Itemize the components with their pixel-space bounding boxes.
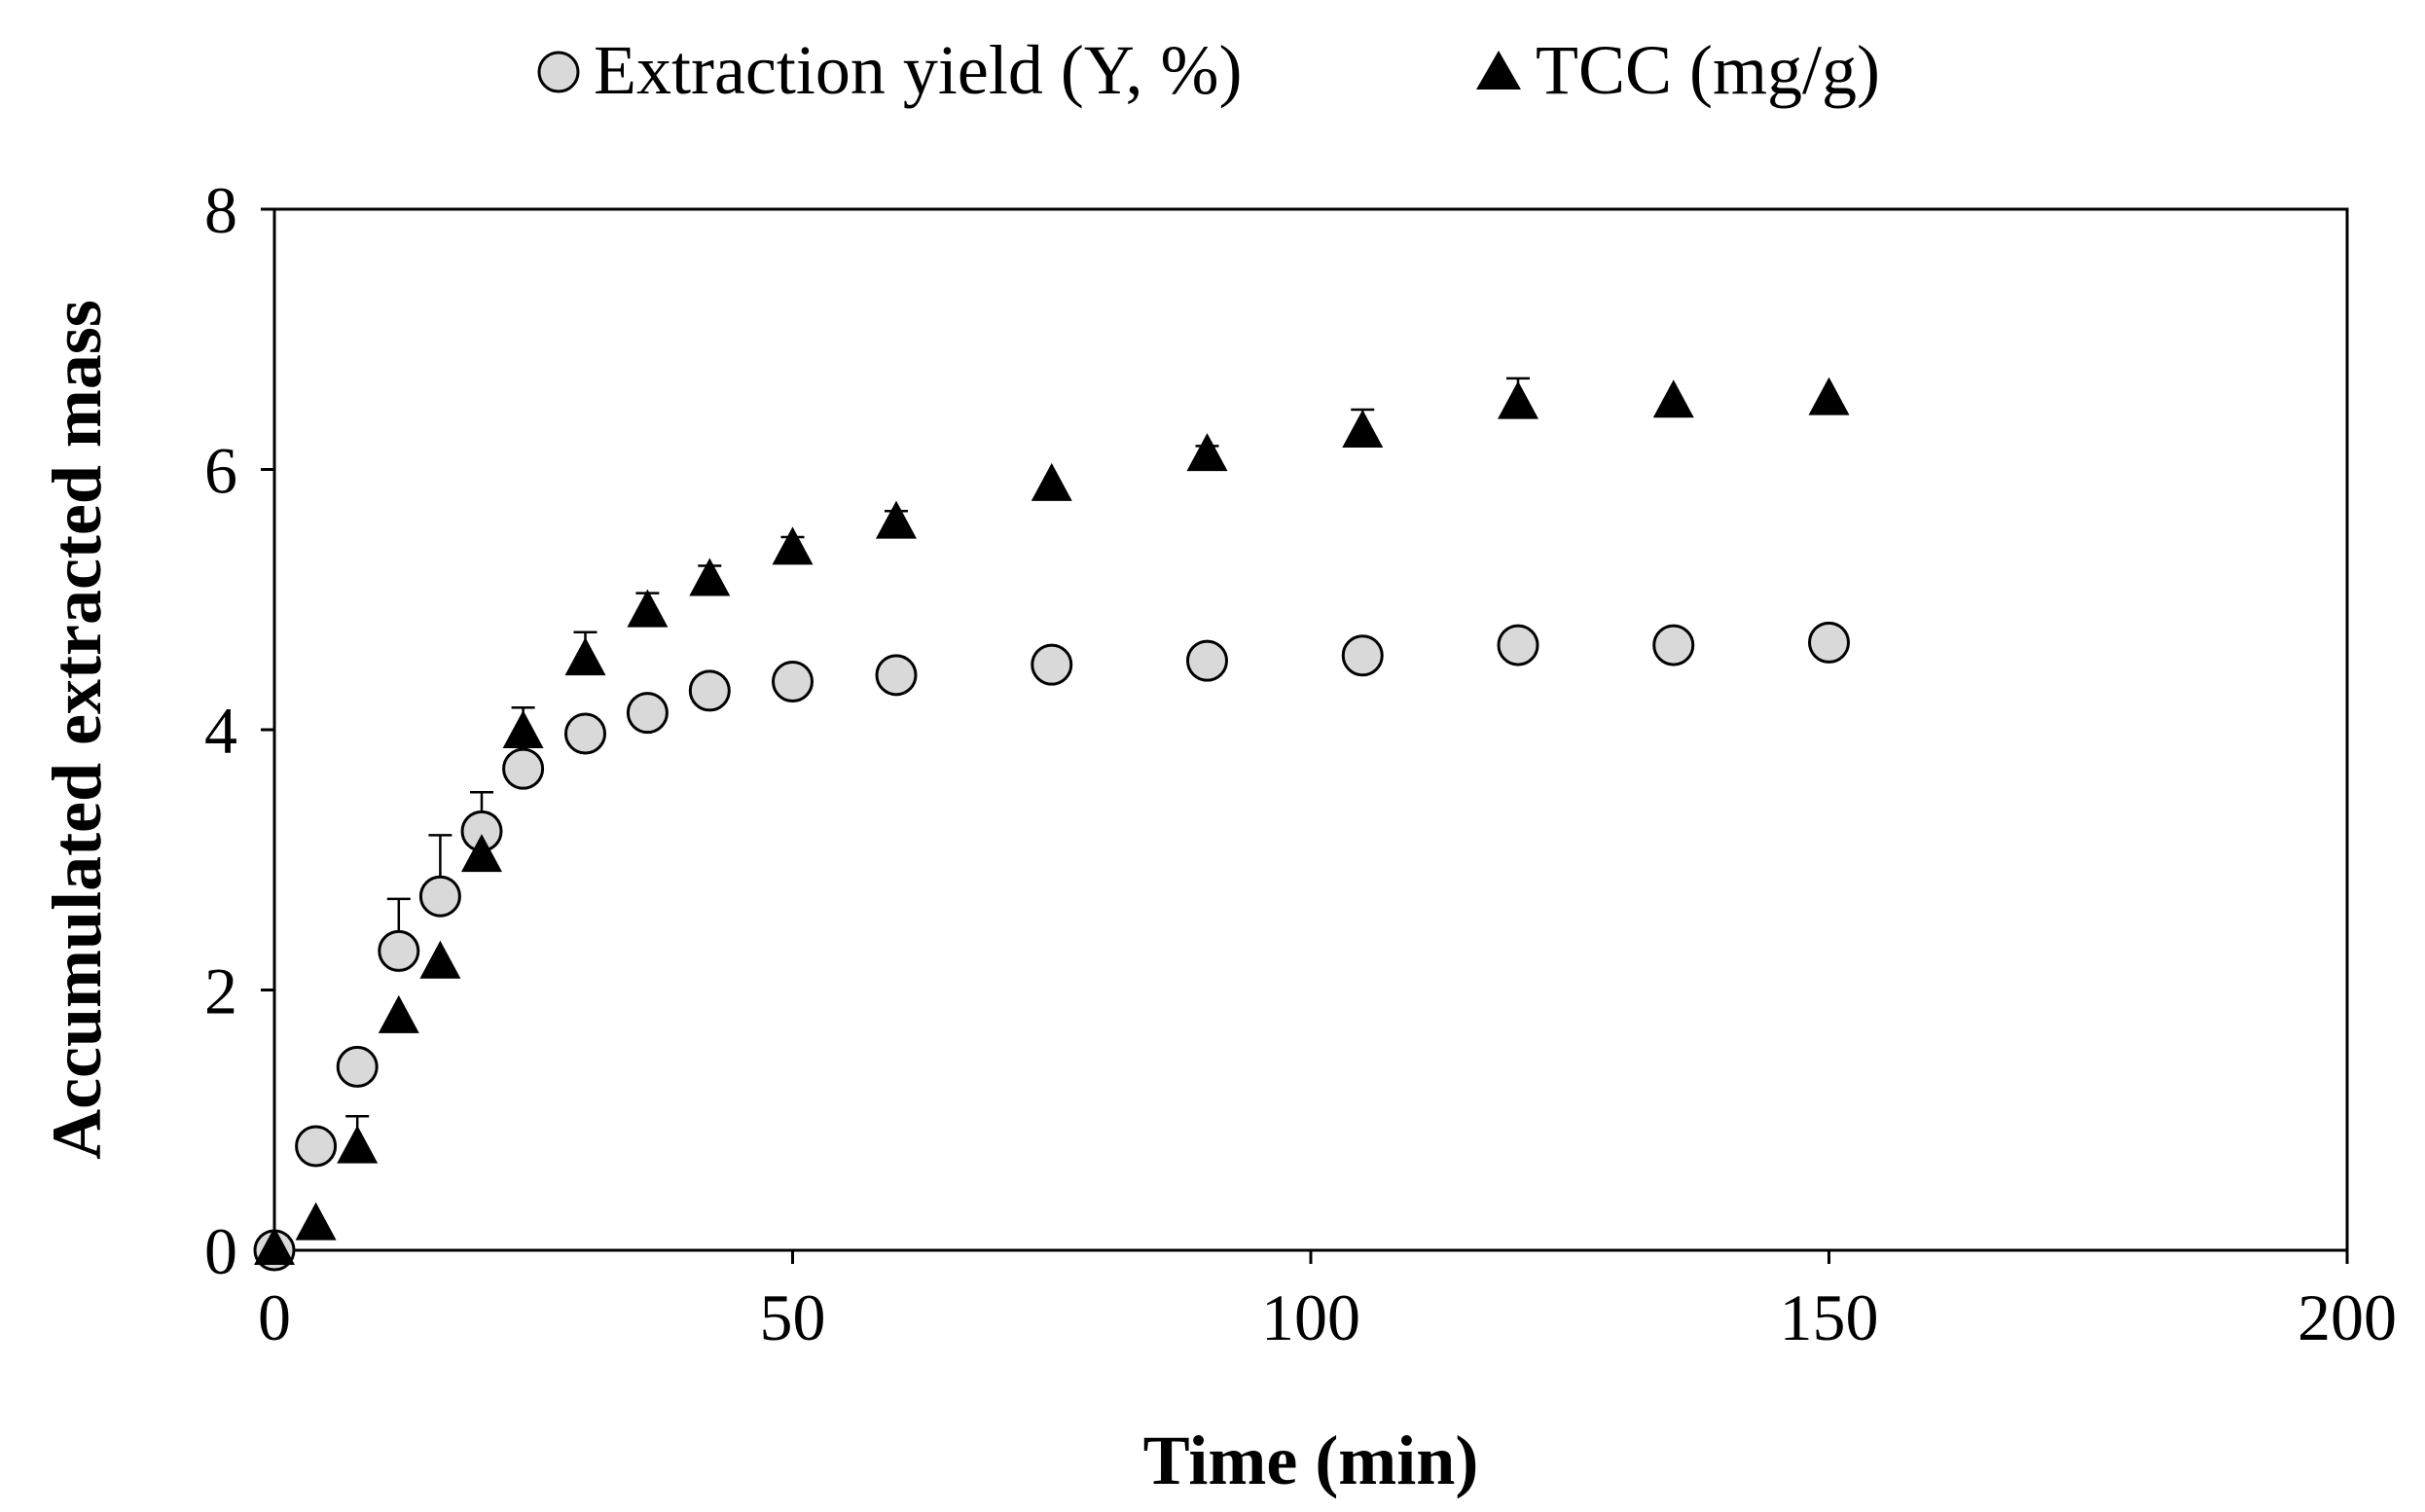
data-point-extraction-yield [418, 875, 461, 918]
data-point-extraction-yield [502, 747, 545, 790]
legend-marker-circle [537, 51, 580, 93]
x-axis-title: Time (min) [1143, 1422, 1479, 1499]
data-point-tcc [1498, 380, 1538, 419]
y-axis: 0 2 4 6 8 [204, 173, 274, 1288]
data-point-extraction-yield [1497, 624, 1539, 666]
legend-marker-triangle [1476, 51, 1521, 90]
data-point-tcc [1652, 379, 1694, 418]
x-axis: 0 50 100 150 200 [258, 1250, 2397, 1354]
data-point-extraction-yield [295, 1125, 338, 1168]
legend: Extraction yield (Y, %) TCC (mg/g) [537, 31, 1880, 109]
x-tick-label: 100 [1261, 1280, 1360, 1354]
series-tcc [254, 377, 1850, 1265]
error-bars [304, 377, 1530, 1149]
data-point-extraction-yield [1808, 621, 1850, 664]
data-point-extraction-yield [875, 654, 918, 697]
data-point-extraction-yield [378, 929, 420, 972]
data-point-tcc [876, 500, 917, 539]
y-axis-title: Accumulated extracted mass [38, 300, 116, 1160]
data-point-tcc [295, 1202, 337, 1241]
data-point-tcc [461, 834, 502, 873]
data-point-tcc [689, 558, 731, 596]
data-point-extraction-yield [626, 692, 669, 735]
data-point-extraction-yield [1652, 624, 1695, 666]
y-tick-label: 8 [204, 173, 237, 247]
data-point-extraction-yield [772, 661, 814, 703]
data-point-tcc [564, 637, 606, 676]
data-point-tcc [254, 1227, 295, 1265]
y-tick-label: 2 [204, 954, 237, 1028]
data-point-tcc [337, 1125, 379, 1164]
y-tick-label: 4 [204, 694, 237, 768]
series-extraction-yield [253, 621, 1850, 1272]
data-point-extraction-yield [336, 1045, 379, 1088]
data-point-tcc [1031, 462, 1072, 501]
x-tick-label: 150 [1780, 1280, 1879, 1354]
x-tick-label: 0 [258, 1280, 291, 1354]
data-point-tcc [627, 589, 669, 628]
data-point-extraction-yield [1186, 639, 1228, 682]
data-point-tcc [378, 994, 419, 1033]
data-point-tcc [1808, 377, 1850, 415]
y-tick-label: 6 [204, 434, 237, 508]
y-tick-label: 0 [204, 1214, 237, 1288]
data-point-tcc [502, 710, 544, 749]
data-point-extraction-yield [1341, 634, 1384, 677]
x-tick-label: 50 [760, 1280, 826, 1354]
data-point-extraction-yield [564, 712, 606, 755]
legend-label-extraction-yield: Extraction yield (Y, %) [594, 31, 1243, 109]
data-point-tcc [1186, 433, 1228, 472]
data-point-extraction-yield [1031, 643, 1073, 686]
data-point-tcc [1342, 410, 1384, 449]
data-point-tcc [419, 940, 461, 979]
legend-label-tcc: TCC (mg/g) [1536, 31, 1880, 109]
data-point-tcc [772, 526, 814, 565]
data-point-extraction-yield [688, 669, 731, 712]
x-tick-label: 200 [2298, 1280, 2397, 1354]
